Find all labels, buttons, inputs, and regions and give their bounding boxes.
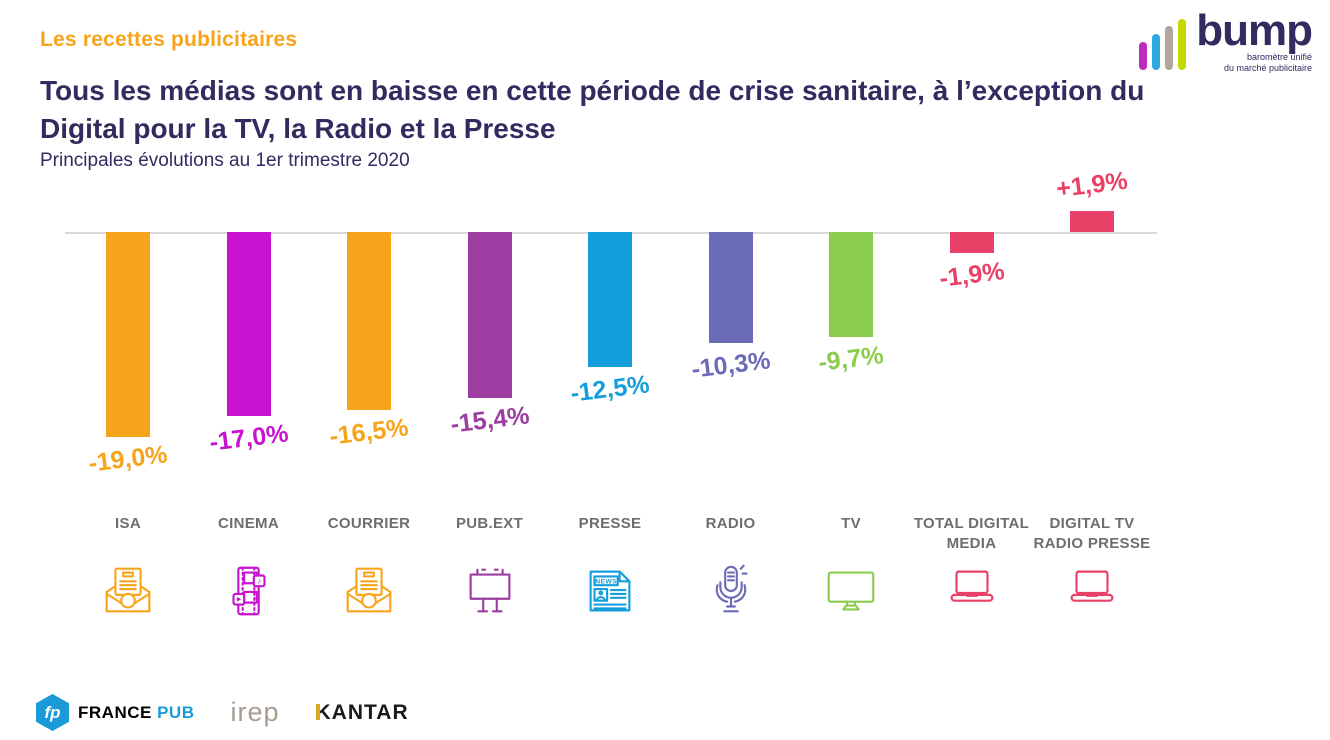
- bump-tagline-1: baromètre unifié: [1246, 52, 1312, 62]
- laptop-icon: [1061, 560, 1123, 622]
- bar-value-label: -1,9%: [937, 256, 1006, 293]
- category-label: TV: [841, 515, 861, 532]
- bar: [588, 232, 632, 367]
- france-pub-monogram: fp: [44, 702, 61, 722]
- microphone-icon: [700, 560, 762, 622]
- mail-icon: [97, 560, 159, 622]
- bar: [949, 232, 994, 253]
- category-label: DIGITAL TV RADIO PRESSE: [1033, 515, 1151, 552]
- france-pub-name-accent: PUB: [157, 702, 195, 722]
- bump-bar-4: [1178, 19, 1187, 70]
- bump-logo: bump baromètre unifié du marché publicit…: [1139, 6, 1313, 74]
- bar-value-label: +1,9%: [1054, 167, 1130, 204]
- bar: [106, 232, 150, 438]
- category-label: TOTAL DIGITAL MEDIA: [913, 515, 1030, 552]
- tv-icon: [820, 560, 882, 622]
- mail-icon: [338, 560, 400, 622]
- bar: [467, 232, 512, 399]
- france-pub-logo: fp FRANCE PUB: [36, 694, 194, 731]
- bump-bar-1: [1139, 42, 1148, 70]
- bar: [708, 232, 753, 344]
- kicker: Les recettes publicitaires: [40, 28, 298, 51]
- france-pub-name: FRANCE: [78, 702, 152, 722]
- bump-bar-3: [1165, 26, 1174, 70]
- irep-logo: irep: [230, 697, 280, 727]
- svg-text:♪: ♪: [256, 576, 260, 586]
- newspaper-icon: NEWS: [579, 560, 641, 622]
- bump-wordmark: bump: [1196, 6, 1313, 55]
- bar: [347, 232, 391, 411]
- bump-bar-2: [1152, 34, 1161, 70]
- svg-text:NEWS: NEWS: [595, 578, 617, 585]
- category-label: ISA: [115, 515, 141, 532]
- bar: [1070, 211, 1114, 232]
- bar: [829, 232, 873, 337]
- film-icon: ♪: [218, 560, 280, 622]
- category-label: COURRIER: [327, 515, 411, 532]
- category-label: CINEMA: [218, 515, 279, 532]
- footer-logos: fp FRANCE PUB irep KANTAR: [36, 694, 409, 731]
- laptop-icon: [941, 560, 1003, 622]
- bump-logo-bars-icon: [1139, 19, 1187, 70]
- kantar-wordmark: KANTAR: [315, 700, 409, 724]
- category-label: PUB.EXT: [455, 515, 524, 532]
- page-title: Tous les médias sont en baisse en cette …: [40, 75, 1145, 144]
- billboard-icon: [459, 560, 521, 622]
- bump-tagline-2: du marché publicitaire: [1223, 63, 1312, 73]
- kantar-logo: KANTAR: [315, 700, 409, 725]
- bar: [226, 232, 271, 416]
- page-subtitle: Principales évolutions au 1er trimestre …: [40, 150, 410, 171]
- france-pub-hexagon-icon: fp: [36, 694, 69, 731]
- category-label: PRESSE: [578, 515, 642, 532]
- category-label: RADIO: [705, 515, 756, 532]
- kantar-accent-bar: [315, 703, 320, 720]
